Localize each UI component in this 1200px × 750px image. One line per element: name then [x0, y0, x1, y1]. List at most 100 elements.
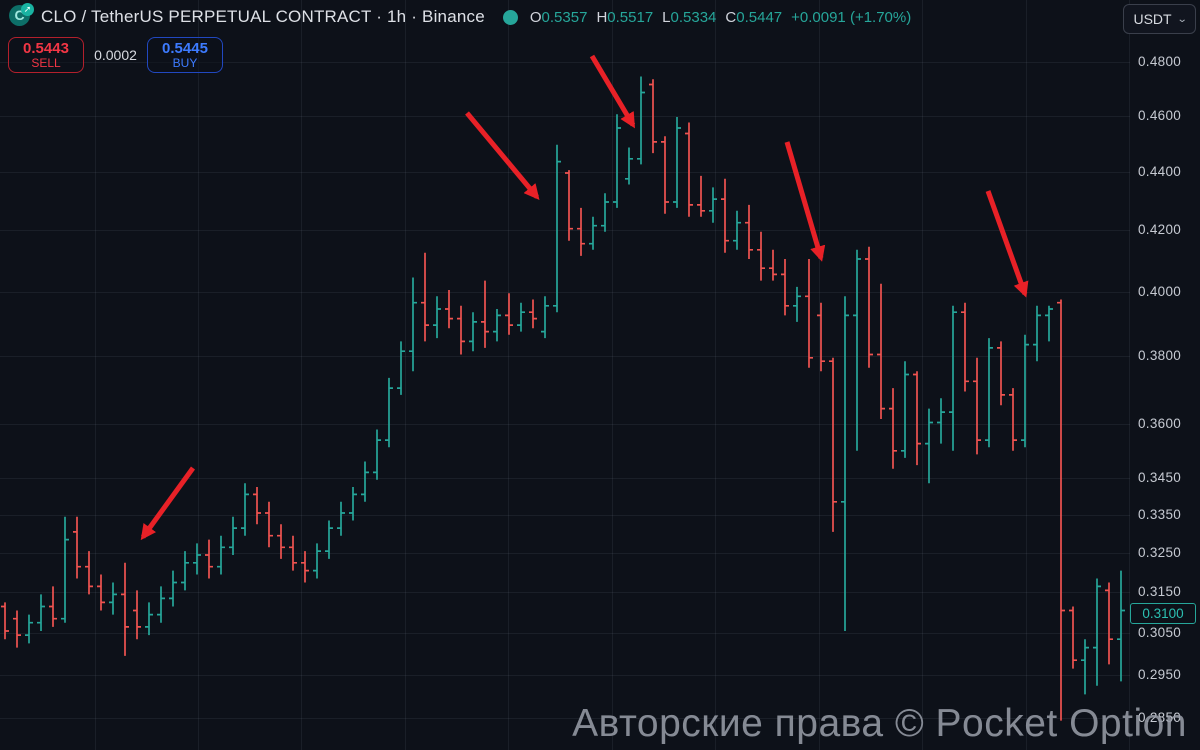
red-arrow-annotation — [784, 141, 826, 262]
price-axis-label: 0.4600 — [1138, 107, 1182, 123]
price-bar — [577, 207, 585, 256]
price-bar — [757, 231, 765, 281]
sell-button[interactable]: 0.5443 SELL — [8, 37, 84, 73]
price-bar — [721, 178, 729, 253]
price-bar — [709, 187, 717, 223]
price-bar — [121, 562, 129, 656]
price-bar — [1021, 334, 1029, 448]
price-bar — [853, 249, 861, 451]
price-bar — [817, 302, 825, 372]
price-bar — [589, 216, 597, 250]
price-bar — [97, 574, 105, 611]
price-axis-label: 0.3050 — [1138, 625, 1182, 641]
price-bar — [229, 516, 237, 555]
price-bar — [37, 594, 45, 631]
price-bar — [337, 501, 345, 536]
price-bar — [181, 551, 189, 591]
price-axis-label: 0.3600 — [1138, 416, 1182, 432]
price-bar — [445, 290, 453, 329]
price-bar — [73, 516, 81, 579]
buy-price: 0.5445 — [162, 40, 208, 57]
price-axis-label: 0.3350 — [1138, 506, 1182, 522]
price-bar — [373, 429, 381, 480]
price-bar — [901, 361, 909, 458]
price-bar — [733, 210, 741, 250]
price-bar — [769, 249, 777, 281]
ohlc-value: 0.5334 — [670, 8, 717, 26]
price-bar — [481, 280, 489, 348]
price-bar — [397, 341, 405, 395]
price-bar — [925, 408, 933, 484]
price-bar — [1105, 582, 1113, 665]
price-bar — [133, 590, 141, 640]
currency-selector[interactable]: USDT ⌄ — [1123, 4, 1196, 34]
currency-label: USDT — [1133, 11, 1172, 27]
price-bar — [877, 283, 885, 419]
price-bar — [1009, 388, 1017, 451]
price-bar — [829, 357, 837, 532]
red-arrow-annotation — [985, 190, 1029, 298]
price-bar — [85, 551, 93, 595]
price-bar — [1033, 305, 1041, 362]
price-bar — [421, 252, 429, 342]
price-bar — [61, 516, 69, 623]
price-bar — [469, 312, 477, 352]
price-bar — [325, 520, 333, 559]
price-bar — [349, 487, 357, 521]
price-bar — [889, 388, 897, 469]
price-axis-label: 0.4400 — [1138, 163, 1182, 179]
price-bar — [493, 309, 501, 342]
price-bar — [409, 277, 417, 372]
price-bar — [277, 524, 285, 559]
price-bar — [865, 246, 873, 368]
price-bar — [145, 602, 153, 636]
annotation-arrows — [140, 54, 1029, 541]
price-bar — [805, 259, 813, 368]
price-bar — [961, 302, 969, 392]
price-bar — [937, 398, 945, 444]
symbol-title[interactable]: CLO / TetherUS PERPETUAL CONTRACT · 1h ·… — [41, 7, 485, 26]
price-bar — [433, 296, 441, 339]
price-bar — [649, 79, 657, 154]
price-axis-label: 0.4200 — [1138, 222, 1182, 238]
price-axis[interactable]: 0.4800 0.4600 0.4400 0.4200 0.4000 0.3800 0.36… — [1132, 0, 1200, 750]
price-bar — [205, 539, 213, 579]
price-bar — [193, 543, 201, 575]
price-bar — [361, 461, 369, 502]
sell-label: SELL — [31, 56, 61, 70]
ohlc-value: 0.5357 — [541, 8, 588, 26]
price-bar — [13, 610, 21, 648]
sell-price: 0.5443 — [23, 40, 69, 57]
price-axis-label: 0.3250 — [1138, 545, 1182, 561]
red-arrow-annotation — [589, 54, 636, 129]
chevron-down-icon: ⌄ — [1176, 13, 1188, 25]
price-bar — [217, 535, 225, 575]
price-bar — [913, 371, 921, 466]
price-bar — [997, 341, 1005, 406]
price-axis-label: 0.2950 — [1138, 667, 1182, 682]
price-change: +0.0091 (+1.70%) — [791, 8, 912, 26]
price-bar — [457, 305, 465, 355]
price-bar — [841, 296, 849, 631]
copyright-watermark: Авторские права © Pocket Option — [572, 702, 1187, 745]
buy-label: BUY — [172, 56, 198, 70]
chart-header: C ➚ CLO / TetherUS PERPETUAL CONTRACT · … — [0, 0, 911, 34]
price-bar — [1, 602, 9, 640]
price-bar — [781, 259, 789, 316]
price-axis-label: 0.4800 — [1138, 54, 1182, 69]
price-bar — [157, 586, 165, 623]
price-bar — [169, 570, 177, 607]
price-bar — [613, 114, 621, 208]
price-bar — [505, 293, 513, 335]
buy-button[interactable]: 0.5445 BUY — [147, 37, 223, 73]
ohlc-value: 0.5447 — [736, 8, 783, 26]
price-bar — [541, 296, 549, 339]
price-axis-label: 0.3800 — [1138, 348, 1182, 364]
ohlc-key: H — [596, 8, 608, 26]
current-price-tag: 0.3100 — [1130, 602, 1196, 624]
price-bar — [745, 204, 753, 259]
price-bar — [241, 483, 249, 536]
ohlc-key: O — [529, 8, 542, 26]
